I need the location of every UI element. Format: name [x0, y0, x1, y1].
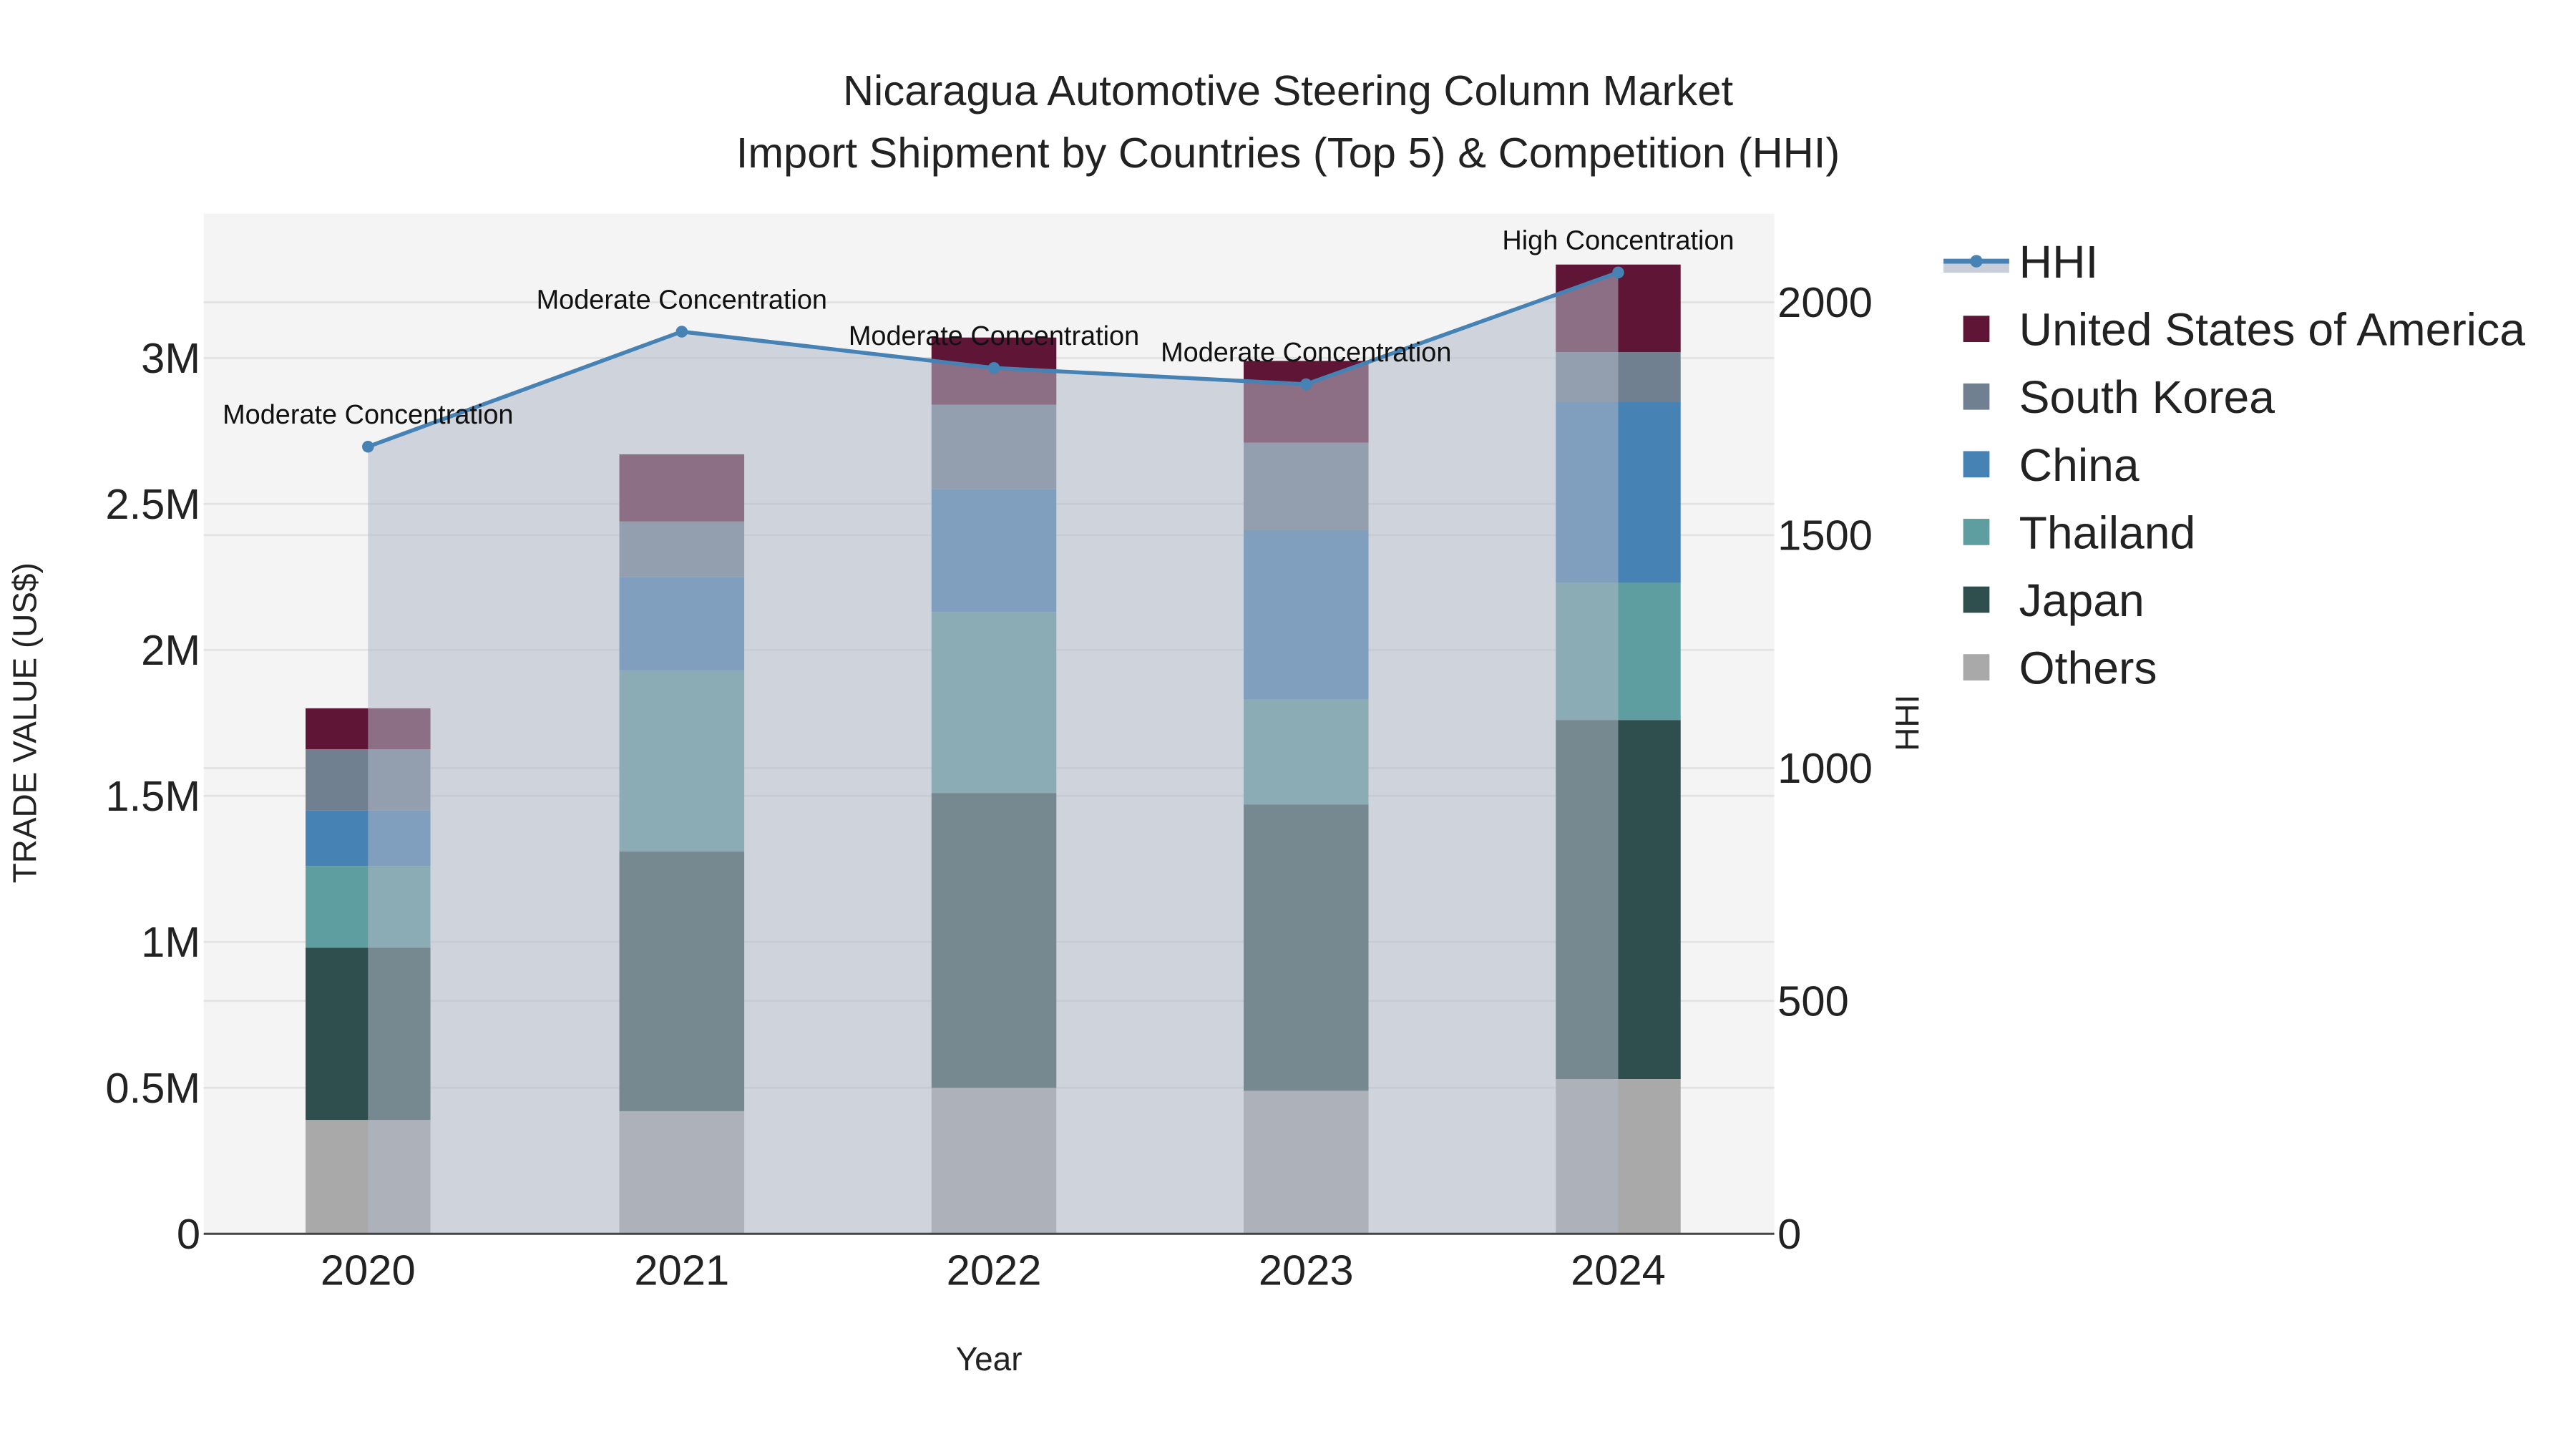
- legend-label: Thailand: [2019, 507, 2196, 558]
- hhi-line: [362, 266, 1624, 1234]
- left-tick-label: 0: [177, 1210, 200, 1258]
- right-tick-label: 2000: [1777, 278, 1873, 326]
- legend-item-others[interactable]: Others: [1963, 643, 2157, 694]
- legend-item-china[interactable]: China: [1963, 439, 2140, 491]
- hhi-annotation: Moderate Concentration: [537, 285, 827, 315]
- legend-item-thailand[interactable]: Thailand: [1963, 507, 2196, 558]
- right-tick-label: 1000: [1777, 744, 1873, 792]
- legend: HHI United States of America South Korea Ch…: [1943, 236, 2525, 694]
- right-tick-label: 500: [1777, 977, 1849, 1025]
- left-tick-label: 1M: [141, 918, 200, 966]
- chart-title-line2: Import Shipment by Countries (Top 5) & C…: [736, 129, 1840, 177]
- hhi-marker[interactable]: [675, 326, 688, 338]
- legend-color-swatch: [1963, 519, 1990, 545]
- x-tick-label: 2020: [321, 1246, 416, 1294]
- left-tick-label: 2M: [141, 626, 200, 674]
- x-tick-label: 2024: [1571, 1246, 1666, 1294]
- hhi-annotation: High Concentration: [1502, 226, 1734, 256]
- legend-label: South Korea: [2019, 371, 2275, 423]
- legend-marker-icon: [1970, 255, 1983, 268]
- x-tick-label: 2023: [1259, 1246, 1354, 1294]
- legend-color-swatch: [1963, 451, 1990, 478]
- legend-item-hhi[interactable]: HHI: [1943, 236, 2098, 288]
- right-tick-label: 0: [1777, 1210, 1801, 1258]
- legend-color-swatch: [1963, 654, 1990, 680]
- legend-item-japan[interactable]: Japan: [1963, 575, 2145, 626]
- x-axis-title: Year: [956, 1340, 1023, 1377]
- left-axis-ticks: 0 0.5M 1M 1.5M 2M 2.5M 3M: [105, 334, 200, 1258]
- hhi-area: [368, 272, 1619, 1234]
- left-tick-label: 0.5M: [105, 1064, 200, 1112]
- hhi-annotation: Moderate Concentration: [1161, 338, 1451, 368]
- hhi-marker[interactable]: [987, 361, 1000, 374]
- chart-title-line1: Nicaragua Automotive Steering Column Mar…: [843, 67, 1733, 114]
- x-tick-label: 2021: [634, 1246, 729, 1294]
- hhi-marker[interactable]: [1612, 266, 1624, 279]
- hhi-annotation: Moderate Concentration: [849, 321, 1139, 351]
- legend-label: China: [2019, 439, 2140, 491]
- hhi-marker[interactable]: [362, 440, 374, 453]
- y-axis-right-title: HHI: [1889, 695, 1926, 751]
- legend-color-swatch: [1963, 383, 1990, 410]
- legend-label: Others: [2019, 643, 2157, 694]
- left-tick-label: 3M: [141, 334, 200, 382]
- right-axis-ticks: 0 500 1000 1500 2000: [1777, 278, 1873, 1258]
- left-tick-label: 1.5M: [105, 772, 200, 820]
- legend-label: Japan: [2019, 575, 2145, 626]
- left-tick-label: 2.5M: [105, 480, 200, 528]
- legend-item-united-states-of-america[interactable]: United States of America: [1963, 304, 2526, 356]
- legend-item-south-korea[interactable]: South Korea: [1963, 371, 2275, 423]
- x-axis-ticks: 2020 2021 2022 2023 2024: [321, 1246, 1666, 1294]
- hhi-marker[interactable]: [1299, 378, 1312, 391]
- legend-color-swatch: [1963, 316, 1990, 343]
- legend-label: United States of America: [2019, 304, 2526, 356]
- legend-color-swatch: [1963, 586, 1990, 613]
- x-tick-label: 2022: [947, 1246, 1042, 1294]
- right-tick-label: 1500: [1777, 512, 1873, 560]
- hhi-annotation: Moderate Concentration: [223, 400, 513, 430]
- y-axis-left-title: TRADE VALUE (US$): [6, 562, 44, 883]
- hhi-annotations: Moderate Concentration Moderate Concentra…: [223, 226, 1734, 430]
- legend-label: HHI: [2019, 236, 2099, 288]
